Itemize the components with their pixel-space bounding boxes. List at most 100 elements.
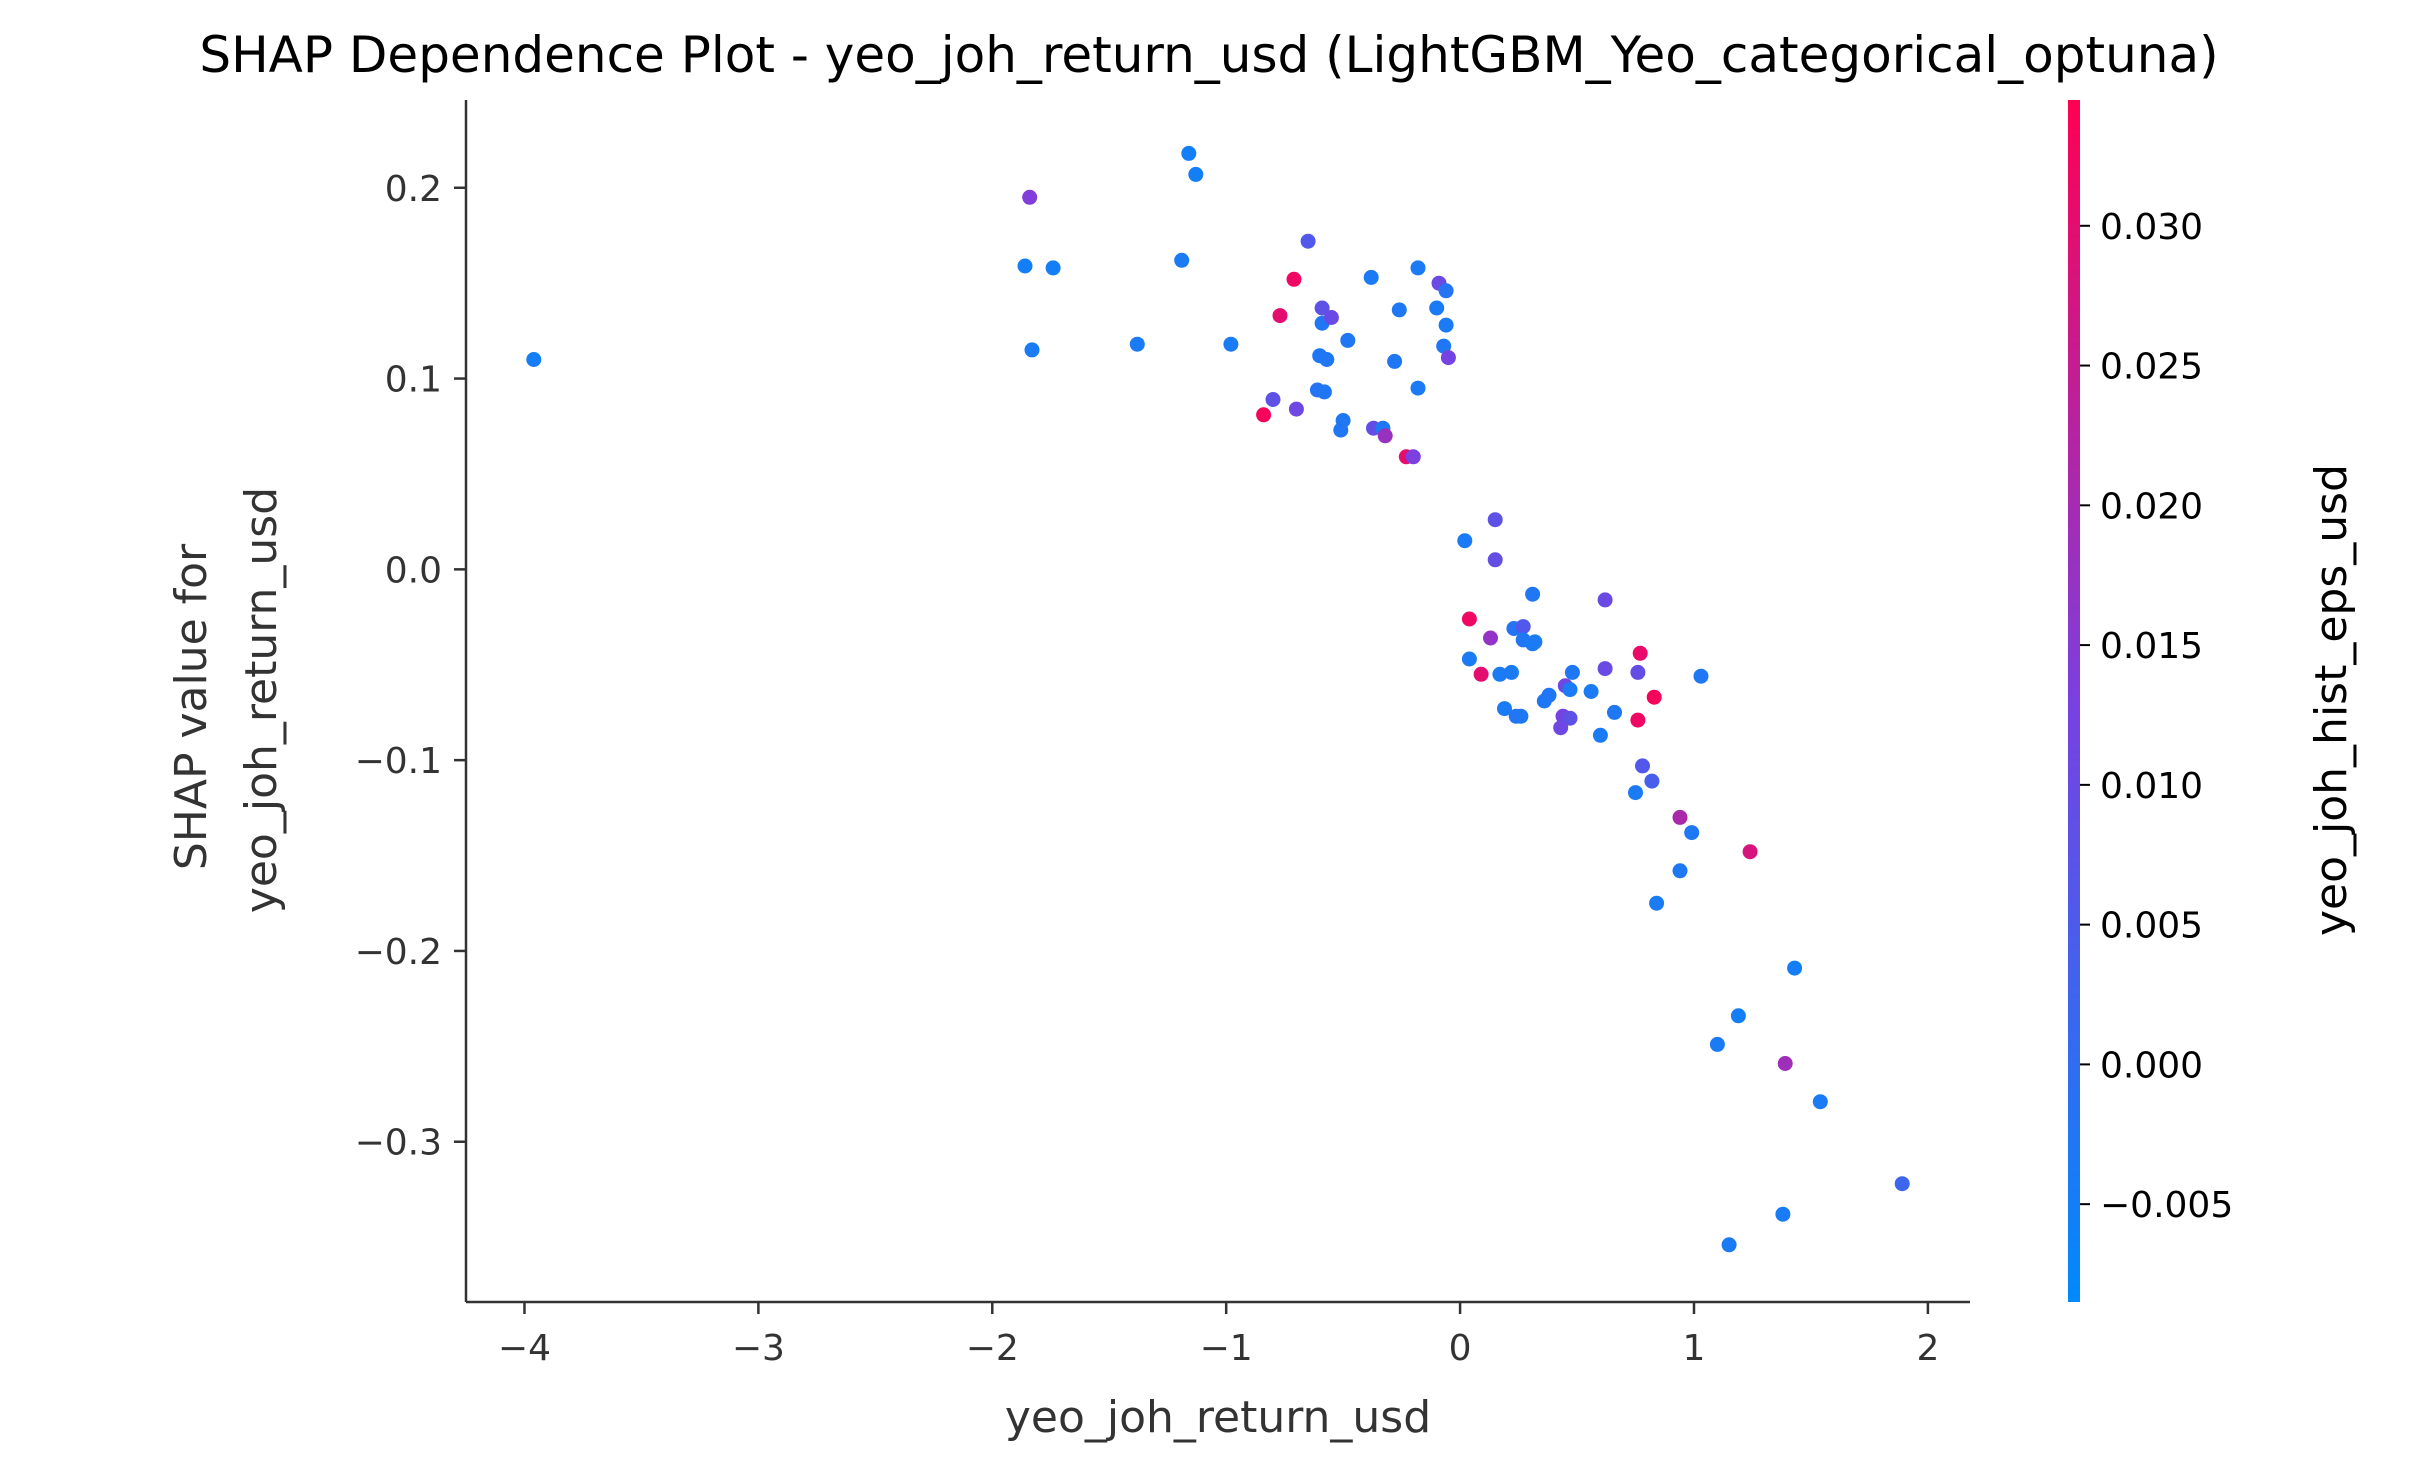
scatter-point xyxy=(1597,592,1613,608)
scatter-point xyxy=(1635,758,1650,774)
x-tick-label: −1 xyxy=(1200,1328,1253,1369)
colorbar-tick-label: 0.020 xyxy=(2100,486,2203,527)
colorbar-tick-label: 0.005 xyxy=(2100,906,2203,947)
scatter-point xyxy=(1672,863,1688,879)
scatter-point xyxy=(1223,336,1239,352)
scatter-point xyxy=(1597,661,1613,677)
y-axis-title: SHAP value for yeo_joh_return_usd xyxy=(166,487,287,913)
scatter-point xyxy=(1045,260,1061,276)
scatter-point xyxy=(1314,300,1330,316)
scatter-point xyxy=(1693,668,1709,684)
colorbar-tick-label: 0.010 xyxy=(2100,766,2203,807)
scatter-point xyxy=(1272,308,1288,324)
scatter-point xyxy=(1316,384,1332,400)
scatter-point xyxy=(526,352,542,367)
scatter-point xyxy=(1286,271,1302,287)
scatter-point xyxy=(1630,664,1646,680)
scatter-point xyxy=(1562,710,1578,726)
y-tick-label: 0.0 xyxy=(385,550,442,591)
y-tick-label: −0.2 xyxy=(355,932,442,973)
scatter-point xyxy=(1300,233,1316,249)
scatter-point xyxy=(1438,283,1454,299)
colorbar-tick-label: −0.005 xyxy=(2100,1185,2233,1226)
scatter-point xyxy=(1181,145,1197,161)
scatter-point xyxy=(1628,785,1643,801)
scatter-point xyxy=(1438,317,1454,333)
scatter-point xyxy=(1742,844,1758,860)
scatter-point xyxy=(1646,689,1662,705)
scatter-point xyxy=(1129,336,1145,352)
y-axis-title-line-1: SHAP value for xyxy=(166,543,217,870)
y-tick-label: 0.2 xyxy=(385,169,442,210)
scatter-point xyxy=(1525,586,1541,602)
scatter-point xyxy=(1709,1036,1725,1052)
scatter-point xyxy=(1487,512,1503,528)
x-tick-label: −3 xyxy=(732,1328,785,1369)
x-tick-label: 1 xyxy=(1683,1328,1706,1369)
scatter-point xyxy=(1894,1176,1910,1192)
scatter-point xyxy=(1649,895,1665,911)
scatter-point xyxy=(1461,611,1477,627)
scatter-point xyxy=(1333,422,1349,438)
colorbar-tick-label: 0.025 xyxy=(2100,347,2203,388)
scatter-point xyxy=(1405,449,1421,465)
colorbar-tick-label: 0.015 xyxy=(2100,626,2203,667)
x-tick-label: −2 xyxy=(966,1328,1019,1369)
scatter-point xyxy=(1461,651,1477,667)
scatter-point xyxy=(1515,619,1531,635)
scatter-point xyxy=(1288,401,1304,417)
colorbar-ticks: 0.030 0.025 0.020 0.015 0.010 0.005 0.000 −0.00… xyxy=(2080,207,2233,1226)
scatter-point xyxy=(1562,682,1578,698)
scatter-point xyxy=(1473,666,1489,682)
scatter-point xyxy=(1377,428,1393,444)
scatter-point xyxy=(1188,166,1204,182)
scatter-point xyxy=(1812,1094,1828,1110)
y-tick-label: 0.1 xyxy=(385,360,442,401)
scatter-point xyxy=(1387,353,1403,369)
scatter-point xyxy=(1440,350,1456,366)
scatter-points xyxy=(526,145,1910,1253)
scatter-point xyxy=(1730,1008,1746,1024)
colorbar-tick-label: 0.030 xyxy=(2100,207,2203,248)
colorbar xyxy=(2068,100,2080,1302)
scatter-point xyxy=(1777,1056,1793,1071)
colorbar-tick-label: 0.000 xyxy=(2100,1045,2203,1086)
scatter-point xyxy=(1024,342,1040,358)
y-axis-title-line-2: yeo_joh_return_usd xyxy=(236,487,287,913)
y-axis-ticks: 0.2 0.1 0.0 −0.1 −0.2 −0.3 xyxy=(355,169,466,1164)
scatter-point xyxy=(1340,332,1356,348)
scatter-point xyxy=(1391,302,1407,318)
scatter-point xyxy=(1536,693,1552,709)
scatter-point xyxy=(1583,684,1599,699)
scatter-point xyxy=(1564,664,1580,680)
scatter-point xyxy=(1513,708,1529,724)
scatter-point xyxy=(1429,300,1445,316)
scatter-point xyxy=(1787,960,1803,976)
colorbar-title: yeo_joh_hist_eps_usd xyxy=(2306,464,2357,936)
x-tick-label: 2 xyxy=(1916,1328,1939,1369)
scatter-point xyxy=(1497,701,1512,717)
scatter-point xyxy=(1592,727,1608,743)
scatter-point xyxy=(1644,773,1660,789)
scatter-point xyxy=(1174,252,1190,268)
scatter-point xyxy=(1410,380,1426,396)
scatter-point xyxy=(1504,664,1519,680)
scatter-point xyxy=(1410,260,1426,276)
scatter-point xyxy=(1457,533,1473,549)
scatter-point xyxy=(1672,809,1688,825)
scatter-point xyxy=(1436,338,1452,354)
y-tick-label: −0.1 xyxy=(355,741,442,782)
scatter-point xyxy=(1684,825,1700,841)
scatter-point xyxy=(1363,269,1379,285)
scatter-point xyxy=(1017,258,1033,274)
scatter-point xyxy=(1632,645,1648,661)
scatter-point xyxy=(1319,352,1335,367)
x-tick-label: 0 xyxy=(1449,1328,1472,1369)
scatter-point xyxy=(1553,720,1569,736)
scatter-point xyxy=(1256,407,1272,423)
scatter-point xyxy=(1721,1237,1737,1253)
x-axis-title: yeo_joh_return_usd xyxy=(1005,1392,1431,1443)
chart-title: SHAP Dependence Plot - yeo_joh_return_us… xyxy=(199,26,2218,84)
scatter-point xyxy=(1487,552,1503,568)
